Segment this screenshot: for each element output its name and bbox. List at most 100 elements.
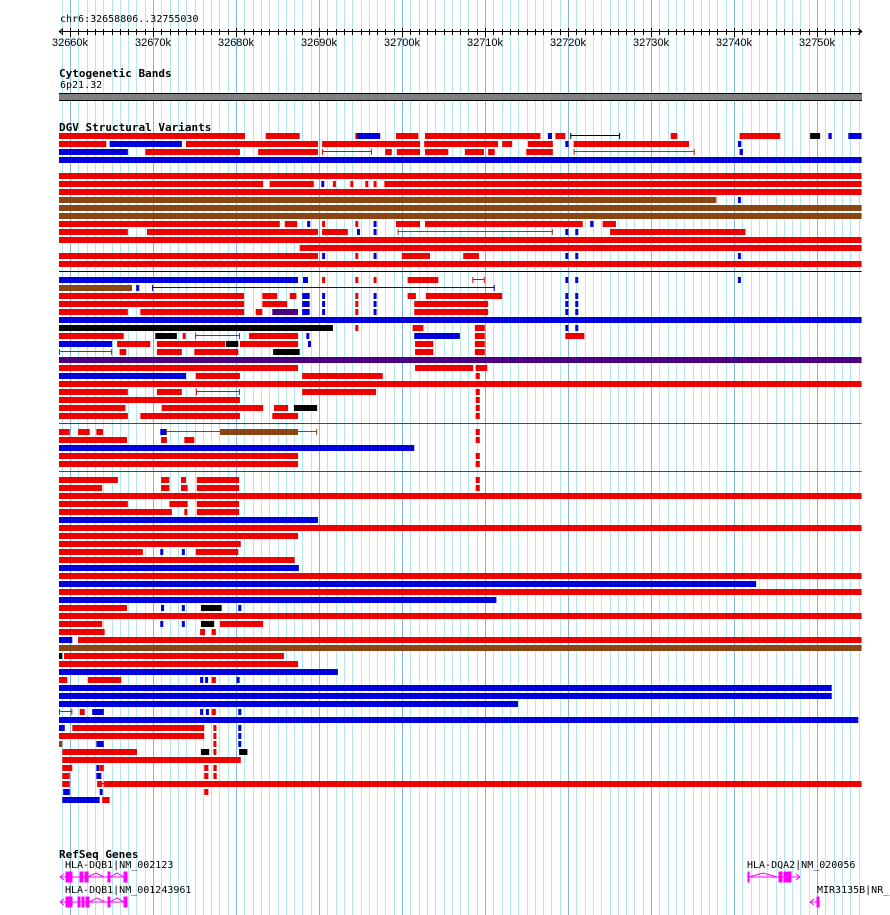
sv-feature[interactable] bbox=[213, 765, 217, 771]
sv-feature[interactable] bbox=[160, 429, 167, 435]
sv-feature[interactable] bbox=[602, 221, 616, 227]
sv-feature[interactable] bbox=[425, 221, 583, 227]
sv-feature[interactable] bbox=[59, 629, 105, 635]
sv-feature[interactable] bbox=[161, 485, 170, 491]
sv-feature[interactable] bbox=[184, 509, 188, 515]
sv-feature[interactable] bbox=[59, 437, 128, 443]
sv-feature[interactable] bbox=[195, 373, 240, 379]
sv-feature[interactable] bbox=[322, 253, 326, 259]
sv-feature[interactable] bbox=[238, 733, 242, 739]
sv-feature[interactable] bbox=[395, 221, 421, 227]
sv-feature[interactable] bbox=[355, 253, 359, 259]
sv-feature[interactable] bbox=[62, 749, 138, 755]
sv-feature[interactable] bbox=[255, 309, 263, 315]
sv-feature[interactable] bbox=[59, 141, 107, 147]
sv-feature[interactable] bbox=[59, 277, 299, 283]
sv-feature[interactable] bbox=[117, 341, 151, 347]
sv-feature[interactable] bbox=[59, 405, 126, 411]
sv-feature[interactable] bbox=[195, 549, 239, 555]
sv-feature[interactable] bbox=[737, 277, 741, 283]
sv-feature[interactable] bbox=[200, 709, 204, 715]
sv-feature[interactable] bbox=[425, 133, 541, 139]
sv-feature[interactable] bbox=[575, 301, 579, 307]
sv-feature[interactable] bbox=[273, 349, 300, 355]
sv-feature[interactable] bbox=[269, 181, 314, 187]
sv-feature[interactable] bbox=[225, 341, 239, 347]
sv-feature[interactable] bbox=[78, 429, 90, 435]
sv-feature[interactable] bbox=[136, 285, 140, 291]
sv-feature[interactable] bbox=[475, 397, 480, 403]
sv-feature[interactable] bbox=[59, 261, 862, 267]
sv-feature[interactable] bbox=[220, 429, 299, 435]
sv-feature[interactable] bbox=[407, 277, 439, 283]
sv-feature[interactable] bbox=[196, 477, 240, 483]
sv-feature[interactable] bbox=[272, 413, 299, 419]
sv-feature[interactable] bbox=[737, 141, 742, 147]
sv-feature[interactable] bbox=[332, 181, 336, 187]
sv-feature[interactable] bbox=[213, 773, 217, 779]
sv-feature[interactable] bbox=[59, 341, 113, 347]
sv-feature[interactable] bbox=[181, 605, 185, 611]
sv-feature[interactable] bbox=[238, 605, 242, 611]
sv-feature[interactable] bbox=[547, 133, 553, 139]
sv-feature[interactable] bbox=[59, 597, 497, 603]
sv-feature[interactable] bbox=[373, 293, 377, 299]
sv-feature[interactable] bbox=[355, 293, 359, 299]
sv-feature[interactable] bbox=[407, 293, 416, 299]
sv-feature[interactable] bbox=[828, 133, 832, 139]
sv-feature[interactable] bbox=[220, 621, 264, 627]
sv-feature[interactable] bbox=[59, 173, 862, 179]
sv-feature[interactable] bbox=[670, 133, 678, 139]
sv-feature[interactable] bbox=[99, 765, 104, 771]
sv-feature[interactable] bbox=[590, 221, 594, 227]
sv-feature[interactable] bbox=[59, 557, 295, 563]
sv-feature[interactable] bbox=[302, 301, 310, 307]
ruler[interactable]: 32660k 32670k 32680k 32690k 32700k 32710k 3272… bbox=[0, 0, 890, 60]
sv-feature[interactable] bbox=[475, 485, 480, 491]
sv-feature[interactable] bbox=[284, 221, 298, 227]
sv-feature[interactable] bbox=[302, 389, 377, 395]
sv-feature[interactable] bbox=[59, 373, 186, 379]
sv-feature[interactable] bbox=[475, 437, 480, 443]
sv-feature[interactable] bbox=[140, 413, 240, 419]
sv-feature[interactable] bbox=[396, 149, 421, 155]
sv-feature[interactable] bbox=[737, 253, 741, 259]
sv-feature[interactable] bbox=[303, 277, 308, 283]
sv-feature[interactable] bbox=[59, 581, 757, 587]
sv-feature[interactable] bbox=[238, 725, 242, 731]
sv-feature[interactable] bbox=[109, 141, 182, 147]
sv-feature[interactable] bbox=[200, 749, 210, 755]
sv-feature[interactable] bbox=[249, 333, 299, 339]
sv-feature[interactable] bbox=[59, 381, 862, 387]
sv-feature[interactable] bbox=[414, 333, 460, 339]
sv-feature[interactable] bbox=[575, 309, 579, 315]
sv-feature-span[interactable] bbox=[322, 149, 372, 155]
sv-feature[interactable] bbox=[322, 141, 421, 147]
sv-feature[interactable] bbox=[59, 197, 717, 203]
sv-feature[interactable] bbox=[161, 477, 170, 483]
sv-feature[interactable] bbox=[59, 317, 862, 323]
sv-feature[interactable] bbox=[238, 709, 242, 715]
sv-feature-span[interactable] bbox=[570, 133, 621, 139]
sv-feature[interactable] bbox=[181, 477, 186, 483]
sv-feature[interactable] bbox=[59, 461, 299, 467]
sv-feature[interactable] bbox=[239, 341, 299, 347]
sv-feature[interactable] bbox=[211, 709, 216, 715]
sv-feature[interactable] bbox=[262, 293, 278, 299]
sv-feature[interactable] bbox=[415, 365, 474, 371]
sv-feature[interactable] bbox=[322, 221, 326, 227]
sv-feature[interactable] bbox=[96, 773, 102, 779]
sv-feature[interactable] bbox=[196, 485, 240, 491]
sv-feature-span[interactable] bbox=[195, 389, 240, 395]
sv-feature[interactable] bbox=[355, 309, 359, 315]
sv-feature[interactable] bbox=[92, 709, 104, 715]
sv-feature[interactable] bbox=[59, 669, 338, 675]
sv-feature[interactable] bbox=[181, 549, 185, 555]
sv-feature[interactable] bbox=[59, 205, 862, 211]
sv-feature[interactable] bbox=[78, 637, 862, 643]
sv-feature[interactable] bbox=[565, 333, 585, 339]
sv-feature[interactable] bbox=[373, 229, 377, 235]
sv-feature[interactable] bbox=[59, 237, 862, 243]
sv-feature[interactable] bbox=[565, 253, 569, 259]
sv-feature[interactable] bbox=[59, 621, 103, 627]
